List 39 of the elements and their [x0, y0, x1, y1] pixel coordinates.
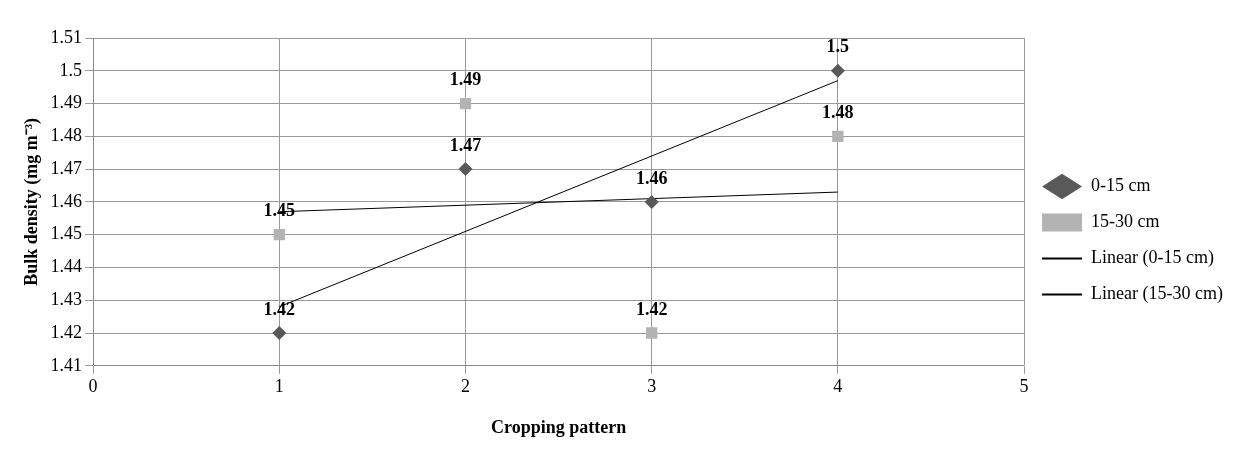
y-tick-label: 1.5 [59, 59, 83, 80]
point [830, 63, 845, 78]
y-tick-label: 1.44 [50, 256, 83, 277]
y-tick-label: 1.48 [50, 125, 83, 146]
x-tick-label: 5 [1019, 376, 1029, 397]
point [273, 229, 285, 241]
y-axis-title: Bulk density (mg m⁻³) [21, 117, 43, 286]
y-tick-label: 1.49 [50, 92, 83, 113]
y-tick-label: 1.41 [50, 354, 83, 375]
point [644, 194, 659, 209]
legend-label: 0-15 cm [1091, 175, 1151, 196]
x-axis-title: Cropping pattern [490, 416, 627, 437]
y-tick-label: 1.42 [50, 321, 83, 342]
x-tick-label: 3 [647, 376, 657, 397]
legend-label: Linear (0-15 cm) [1091, 247, 1215, 269]
y-tick-label: 1.45 [50, 223, 83, 244]
y-tick-label: 1.51 [50, 26, 83, 47]
y-tick-label: 1.47 [50, 157, 83, 178]
data-label: 1.48 [822, 102, 854, 122]
point [458, 162, 473, 177]
data-label: 1.45 [263, 200, 296, 221]
data-label: 1.5 [826, 36, 850, 57]
data-label: 1.49 [449, 69, 482, 90]
data-label: 1.46 [635, 167, 668, 188]
point [459, 97, 472, 110]
data-label: 1.42 [635, 298, 668, 319]
data-label: 1.42 [263, 298, 296, 319]
x-tick-label: 2 [460, 376, 470, 397]
x-tick-label: 1 [274, 376, 284, 397]
legend-label: Linear (15-30 cm) [1091, 283, 1224, 305]
y-tick-label: 1.46 [50, 190, 83, 211]
point [272, 326, 287, 341]
data-label: 1.47 [449, 134, 482, 155]
legend-label: 15-30 cm [1091, 211, 1160, 232]
x-tick-label: 0 [88, 376, 98, 397]
y-tick-label: 1.43 [50, 288, 83, 309]
x-tick-label: 4 [833, 376, 843, 397]
point [646, 327, 658, 339]
point [832, 130, 844, 142]
